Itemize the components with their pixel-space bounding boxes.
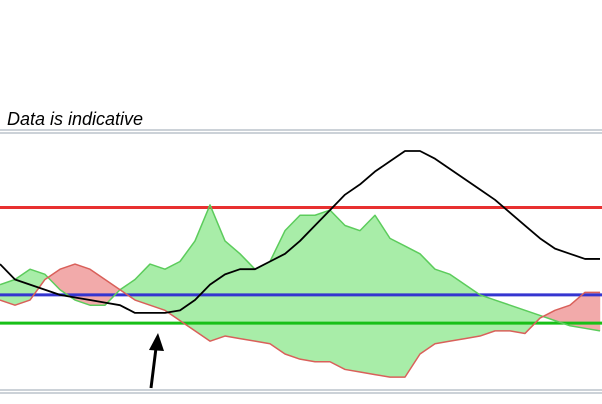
series-line bbox=[0, 263, 600, 378]
fill-area bbox=[134, 263, 151, 306]
fill-areas bbox=[0, 204, 601, 378]
series-line bbox=[0, 204, 601, 332]
fill-area bbox=[314, 209, 331, 362]
fill-area bbox=[434, 268, 451, 345]
fill-area bbox=[449, 273, 466, 342]
fill-area bbox=[179, 240, 196, 332]
fill-area bbox=[329, 209, 346, 370]
fill-area bbox=[254, 261, 271, 345]
fill-area bbox=[344, 225, 361, 373]
fill-area bbox=[584, 292, 601, 332]
fill-area bbox=[419, 253, 436, 355]
reference-lines bbox=[0, 206, 602, 325]
fill-area bbox=[209, 204, 226, 342]
fill-area bbox=[269, 230, 286, 355]
fill-area bbox=[284, 214, 301, 360]
arrow bbox=[149, 333, 164, 389]
chart-title: Data is indicative bbox=[7, 109, 143, 129]
fill-area bbox=[194, 204, 211, 342]
fill-area bbox=[389, 237, 406, 378]
series-lines bbox=[0, 150, 601, 378]
series-line bbox=[0, 150, 600, 314]
fill-area bbox=[479, 294, 496, 337]
fill-area bbox=[299, 214, 316, 363]
fill-area bbox=[119, 279, 136, 301]
fill-area bbox=[149, 263, 166, 311]
